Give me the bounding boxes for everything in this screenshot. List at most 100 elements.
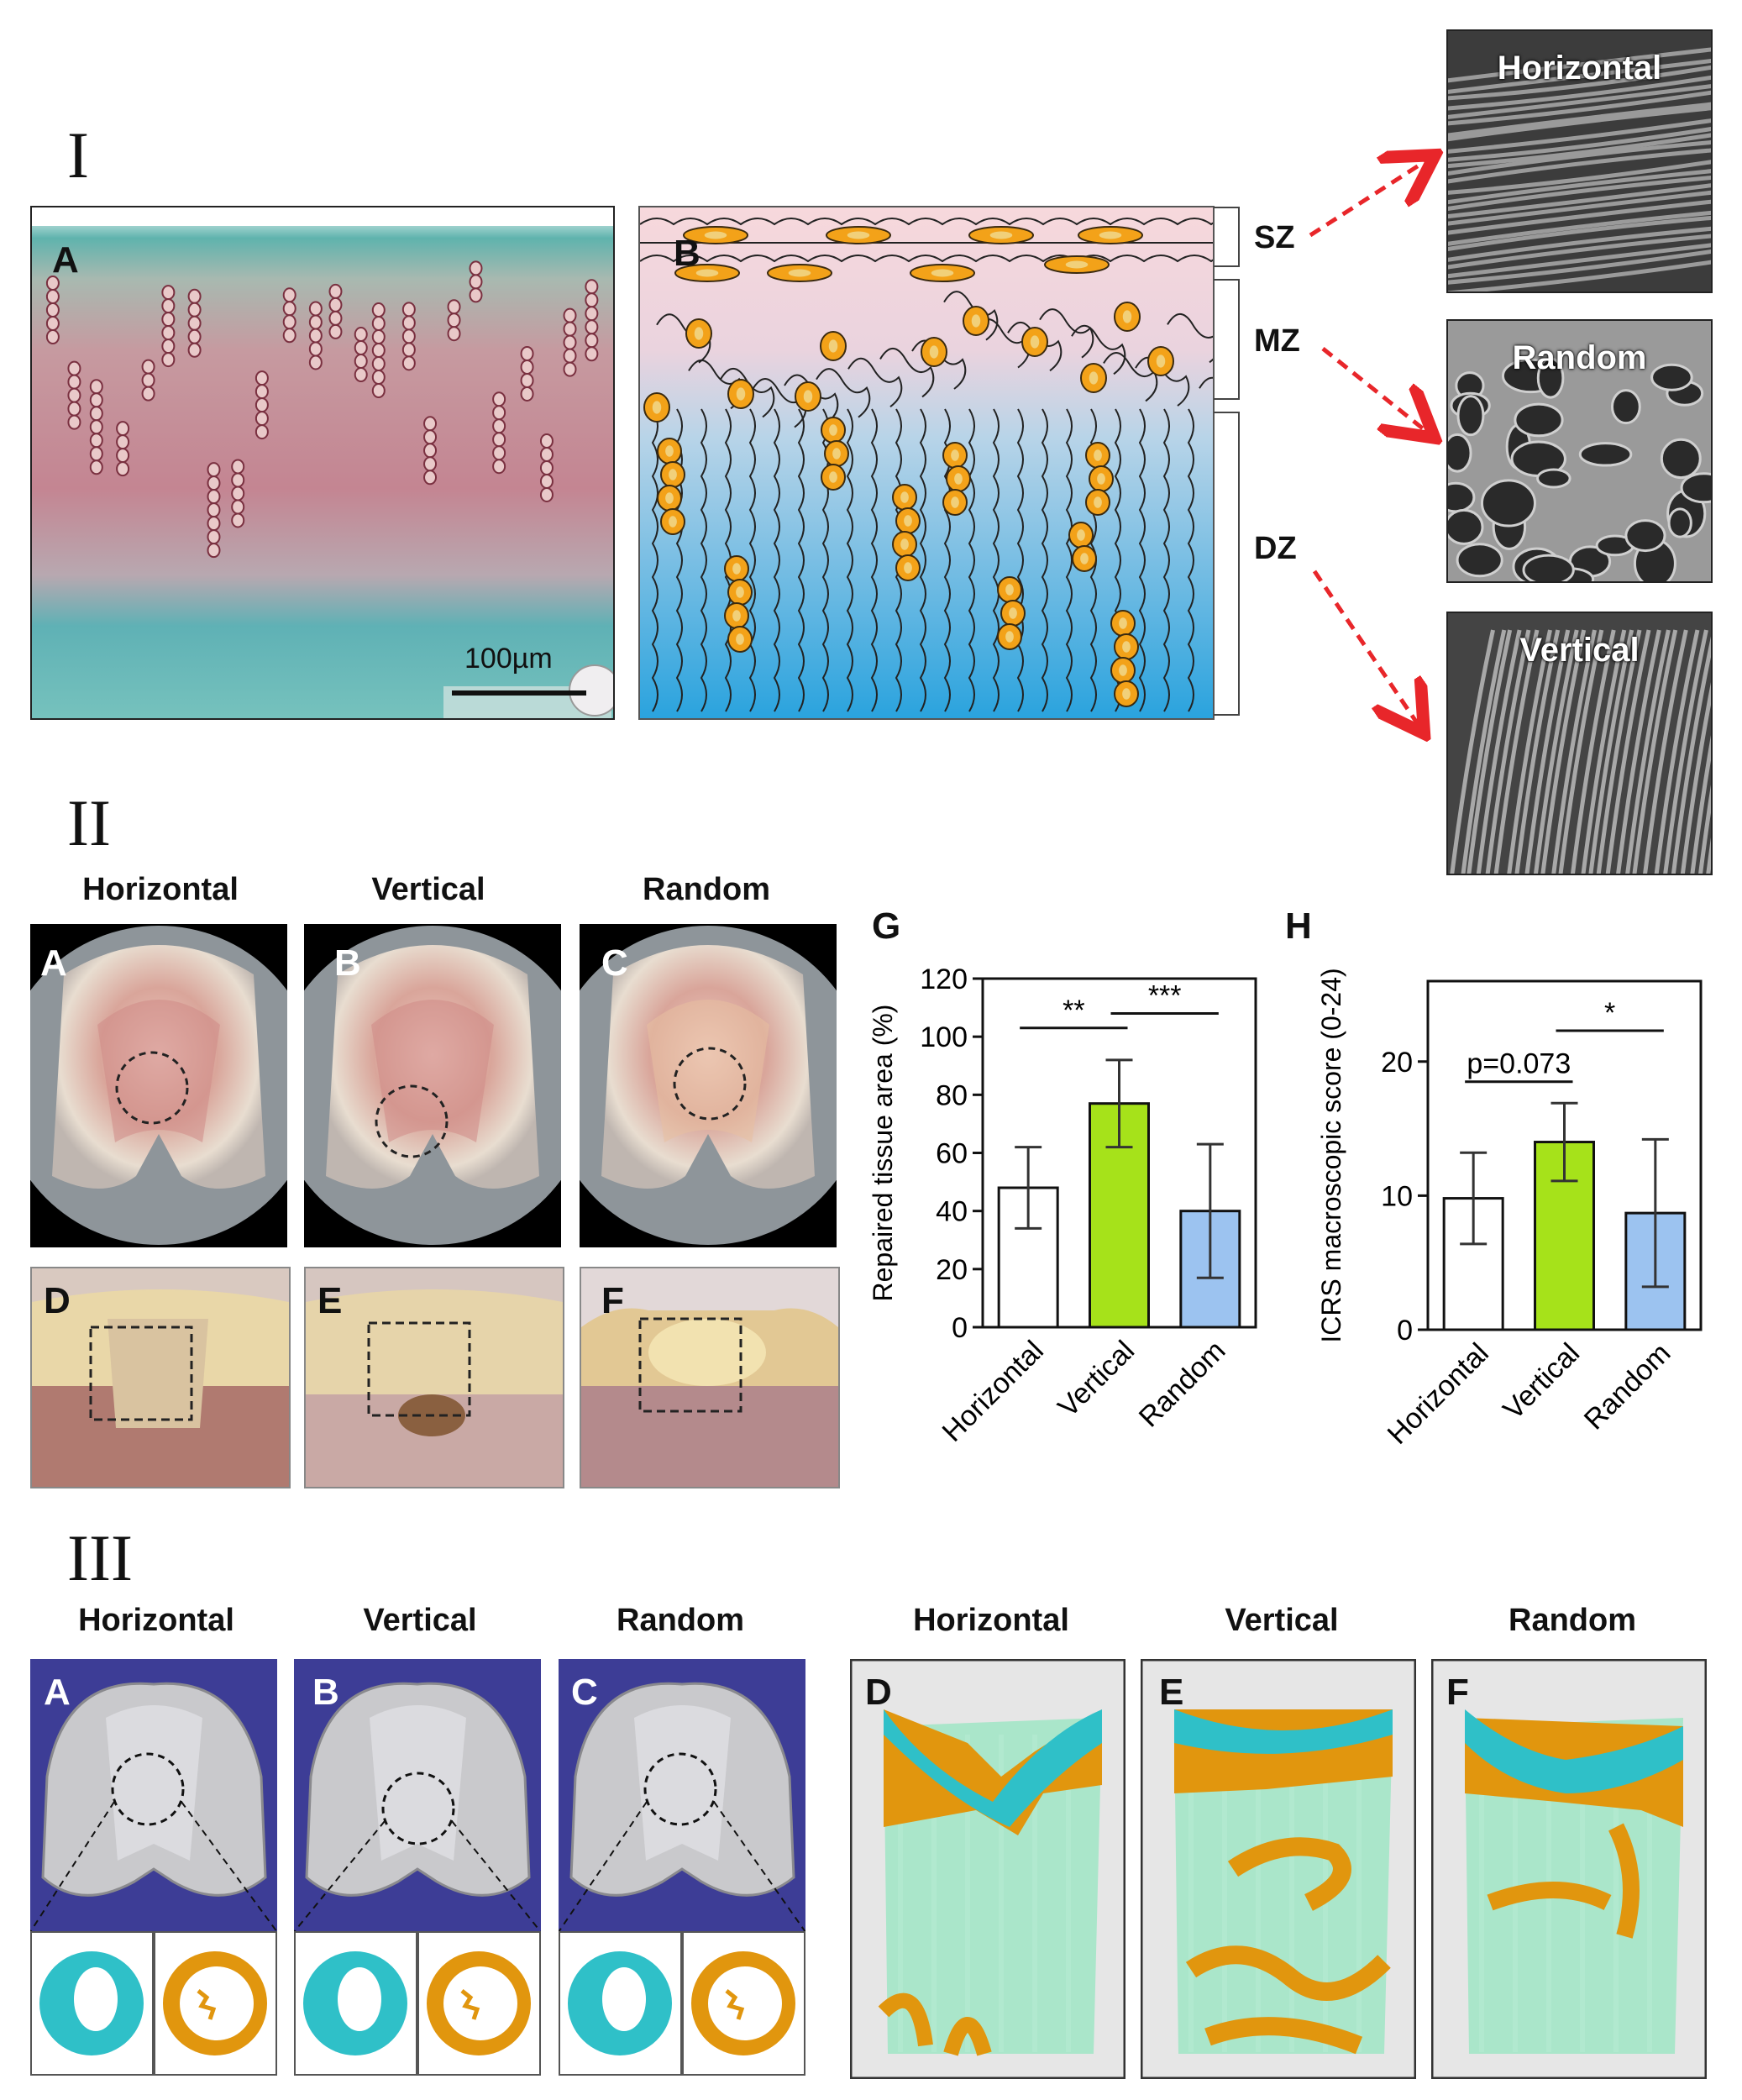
sem-pore (1610, 389, 1641, 425)
chondrocyte (254, 411, 269, 427)
chondrocyte (401, 315, 416, 331)
chondrocyte (207, 516, 221, 532)
chondrocyte (161, 285, 176, 301)
sem-lamella (1448, 47, 1711, 83)
chondrocyte (67, 360, 81, 376)
sem-channel (1507, 629, 1552, 874)
micro-ct-panel (558, 1659, 806, 2079)
cell-nucleus (829, 424, 837, 436)
column-title: Vertical (1225, 1603, 1339, 1638)
chondrocyte (401, 342, 416, 358)
cartilage-tissue (884, 1709, 1102, 1827)
chondrocyte (89, 406, 103, 422)
sem-channel (1551, 629, 1597, 874)
sem-pore (1448, 433, 1472, 473)
cell-nucleus (951, 496, 959, 508)
chondrocyte (371, 383, 386, 399)
sem-channel (1690, 735, 1711, 874)
sem-channel (1450, 629, 1495, 874)
chondrocyte (371, 316, 386, 332)
cartilage-tissue (1465, 1709, 1683, 1793)
chondrocyte (423, 443, 438, 459)
chondrocyte (492, 391, 506, 407)
sem-channel (1680, 682, 1711, 874)
collagen-fibre (1199, 376, 1213, 389)
cell-nucleus (665, 492, 674, 504)
bone-trabecula (460, 1989, 480, 2020)
sem-lamella (1448, 210, 1711, 246)
sem-pore (1448, 481, 1476, 513)
chondrocyte (563, 334, 577, 350)
histology-image: A 100µm (30, 206, 615, 720)
chondrocyte (89, 379, 103, 395)
collagen-fibre (720, 367, 775, 418)
bone-trabecula (197, 1989, 217, 2020)
cross-section-photo: F (580, 1267, 840, 1488)
panel-label: C (601, 942, 628, 984)
defect-circle (643, 1752, 717, 1826)
chondrocyte (282, 328, 296, 344)
sem-pore (1448, 508, 1484, 545)
chondrocyte (207, 543, 221, 559)
chondrocyte (45, 329, 60, 345)
chondrocyte (141, 359, 155, 375)
chondrocyte (45, 316, 60, 332)
column-title: Vertical (371, 872, 485, 907)
sem-lamella (1448, 127, 1711, 162)
chondrocyte (447, 326, 461, 342)
sem-lamella (1448, 260, 1711, 291)
y-axis-label: ICRS macroscopic score (0-24) (1316, 968, 1346, 1342)
sem-channel (1533, 629, 1579, 874)
chondrocyte (585, 319, 599, 335)
sem-horizontal-image: Horizontal (1446, 29, 1713, 293)
chondrocyte (563, 307, 577, 323)
sem-lamella (1448, 90, 1711, 126)
collagen-fibre (847, 357, 903, 408)
sem-lamella (1448, 243, 1711, 279)
sem-channel (1698, 785, 1711, 874)
chondrocyte (423, 456, 438, 472)
chondrocyte (282, 287, 296, 303)
panel-label: B (312, 1672, 339, 1713)
chondrocyte (187, 302, 202, 318)
chondrocyte (401, 355, 416, 371)
chondrocyte (492, 459, 506, 475)
zone-schematic: B (638, 206, 1215, 720)
sem-texture (1448, 321, 1711, 581)
zone-brackets (1214, 207, 1240, 716)
chondrocyte (187, 328, 202, 344)
zoom-line (29, 1801, 115, 1933)
chondrocyte (231, 512, 245, 528)
chondrocyte (492, 445, 506, 461)
sem-lamella (1448, 106, 1711, 142)
collagen-fibre (816, 368, 871, 418)
sem-pore (1480, 479, 1536, 528)
cell-nucleus (1122, 688, 1131, 700)
chondrocyte (539, 486, 554, 502)
chondrocyte (89, 392, 103, 408)
chart-label: H (1285, 906, 1312, 947)
bone-void (708, 1966, 782, 2040)
collagen-fibre (1016, 408, 1024, 712)
chondrocyte (116, 448, 130, 464)
sem-vertical-image: Vertical (1446, 612, 1713, 875)
chondrocyte (207, 529, 221, 545)
chondrocyte (371, 356, 386, 372)
chondrocyte (207, 489, 221, 505)
chondrocyte (207, 475, 221, 491)
cell-nucleus (1009, 607, 1017, 619)
cell-nucleus (1099, 231, 1122, 239)
y-tick-label: 0 (1397, 1315, 1413, 1347)
trochlea (106, 1705, 202, 1861)
y-tick-label: 10 (1381, 1180, 1413, 1212)
sem-channel (1605, 629, 1651, 874)
collagen-fibre (1162, 408, 1170, 712)
sem-channel (1485, 629, 1531, 874)
cell-nucleus (1119, 664, 1127, 676)
cell-nucleus (1005, 631, 1014, 643)
chondrocyte (282, 301, 296, 317)
zone-label-sz: SZ (1254, 220, 1295, 255)
collagen-fibre (1041, 408, 1048, 712)
chondrocyte (401, 302, 416, 318)
trochlea (370, 1705, 466, 1861)
